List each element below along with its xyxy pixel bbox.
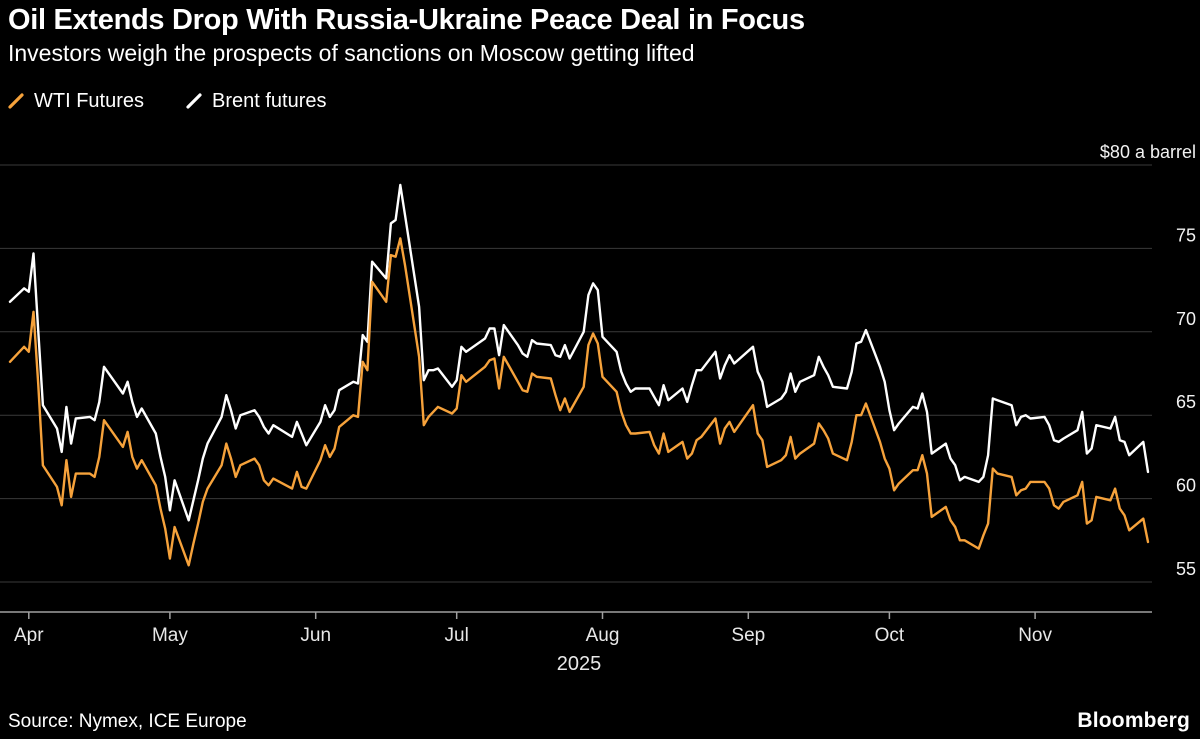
y-axis-label-70: 70 <box>1176 309 1196 329</box>
legend-label-brent: Brent futures <box>212 89 327 112</box>
brent-futures-line <box>8 183 1150 522</box>
legend-label-wti: WTI Futures <box>34 89 145 112</box>
wti-line-marker-icon <box>8 93 24 109</box>
chart-subtitle: Investors weigh the prospects of sanctio… <box>8 40 695 67</box>
bloomberg-logo: Bloomberg <box>1077 709 1190 732</box>
chart-header: Oil Extends Drop With Russia-Ukraine Pea… <box>8 2 1192 113</box>
x-axis-label-jun: Jun <box>300 625 331 646</box>
y-axis-label-60: 60 <box>1176 476 1196 496</box>
y-axis-label-65: 65 <box>1176 392 1196 412</box>
brent-line-marker-icon <box>186 93 202 109</box>
x-axis-label-oct: Oct <box>875 625 905 646</box>
source-note: Source: Nymex, ICE Europe <box>8 711 247 732</box>
x-axis-label-aug: Aug <box>586 625 620 646</box>
x-axis-label-may: May <box>152 625 188 646</box>
chart-title: Oil Extends Drop With Russia-Ukraine Pea… <box>8 4 805 36</box>
wti-futures-line <box>8 237 1150 567</box>
y-axis-label-80: $80 a barrel <box>1100 142 1196 162</box>
legend-item-brent: Brent futures <box>186 90 327 113</box>
x-axis-label-nov: Nov <box>1018 625 1052 646</box>
legend-item-wti: WTI Futures <box>8 90 144 113</box>
x-axis-label-sep: Sep <box>731 625 765 646</box>
y-axis-label-75: 75 <box>1176 225 1196 245</box>
legend: WTI Futures Brent futures <box>8 90 1192 113</box>
x-axis-label-jul: Jul <box>445 625 469 646</box>
chart-footer: Source: Nymex, ICE Europe Bloomberg <box>8 709 1190 733</box>
x-axis-year-label: 2025 <box>557 653 602 675</box>
y-axis-label-55: 55 <box>1176 559 1196 579</box>
x-axis-label-apr: Apr <box>14 625 44 646</box>
